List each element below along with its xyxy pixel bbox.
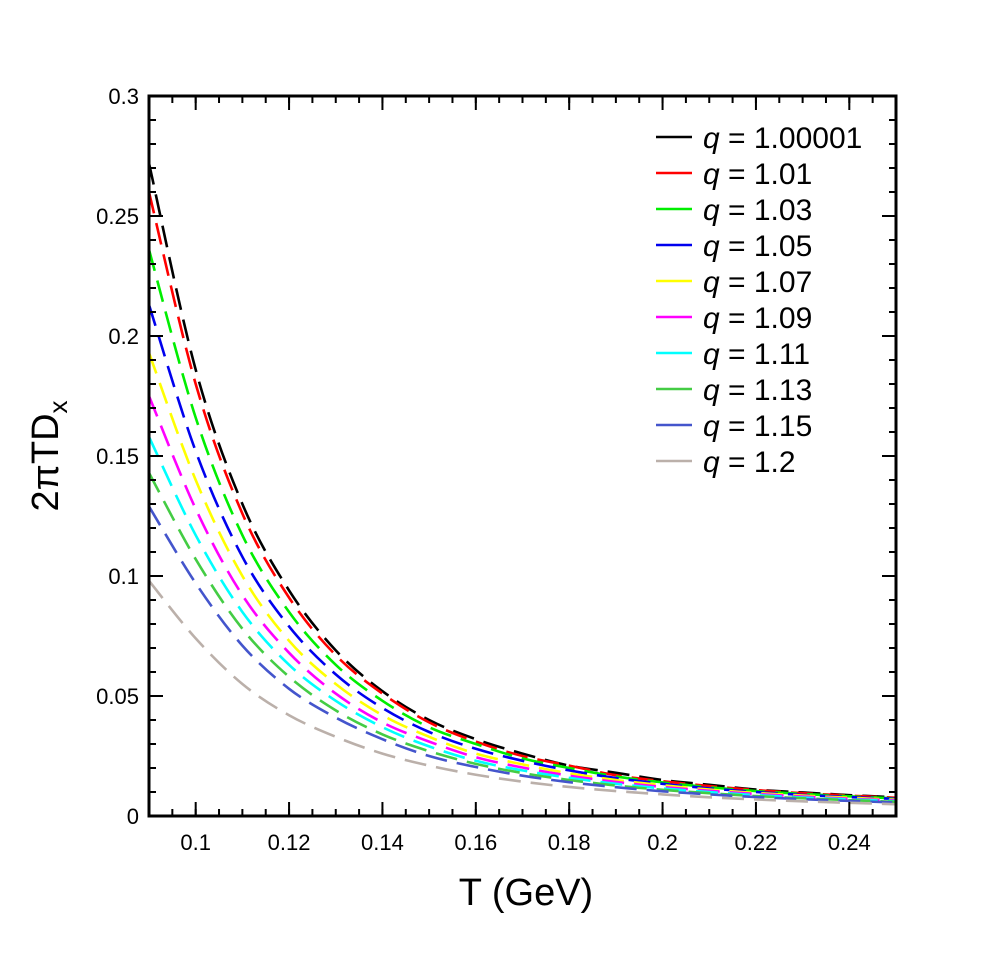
x-tick-label: 0.18 (548, 830, 591, 855)
y-axis-title: 2πTDx (25, 400, 73, 511)
x-tick-label: 0.2 (647, 830, 678, 855)
series-line-q-1.2 (147, 579, 897, 806)
legend-label-q-1.09: q = 1.09 (703, 302, 812, 335)
series-line-q-1.13 (147, 472, 897, 804)
x-tick-label: 0.14 (361, 830, 404, 855)
legend-label-q-1.05: q = 1.05 (703, 230, 812, 263)
legend-label-q-1.2: q = 1.2 (703, 446, 796, 479)
legend-label-q-1.07: q = 1.07 (703, 266, 812, 299)
y-tick-label: 0.05 (96, 684, 139, 709)
y-tick-label: 0.15 (96, 444, 139, 469)
y-axis-title-main: 2πTD (25, 413, 67, 511)
y-axis-title-sub: x (43, 400, 73, 413)
x-axis-title: T (GeV) (459, 872, 593, 914)
series-line-q-1.01 (147, 191, 897, 800)
x-tick-label: 0.22 (735, 830, 778, 855)
y-tick-label: 0.2 (108, 324, 139, 349)
legend-label-q-1.00001: q = 1.00001 (703, 122, 862, 155)
x-tick-label: 0.12 (268, 830, 311, 855)
series-line-q-1.05 (147, 304, 897, 801)
legend-label-q-1.11: q = 1.11 (703, 338, 810, 371)
legend-label-q-1.01: q = 1.01 (703, 158, 812, 191)
series-line-q-1.11 (147, 436, 897, 803)
series-line-q-1.15 (147, 505, 897, 804)
y-tick-label: 0.3 (108, 84, 139, 109)
x-tick-label: 0.24 (828, 830, 871, 855)
series-group (147, 162, 897, 806)
ticks-group: 0.1 0.12 0.14 0.16 0.18 0.2 0.22 0.24 0 0.05 0.1 0.… (96, 84, 897, 855)
x-tick-label: 0.1 (180, 830, 211, 855)
y-tick-label: 0.25 (96, 204, 139, 229)
x-tick-label: 0.16 (454, 830, 497, 855)
legend-label-q-1.13: q = 1.13 (703, 374, 812, 407)
plot-frame (147, 94, 898, 818)
legend-label-q-1.03: q = 1.03 (703, 194, 812, 227)
legend-label-q-1.15: q = 1.15 (703, 410, 812, 443)
y-tick-label: 0 (127, 804, 139, 829)
series-line-q-1.00001 (147, 162, 897, 799)
y-tick-label: 0.1 (108, 564, 139, 589)
